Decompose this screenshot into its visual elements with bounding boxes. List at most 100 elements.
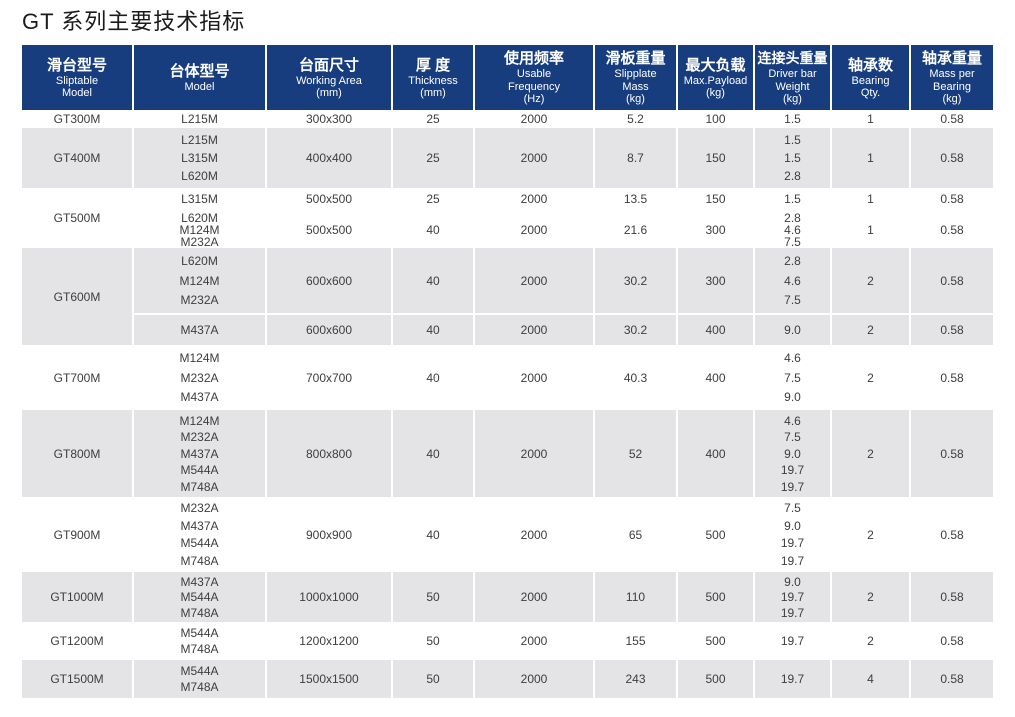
column-header-3: 厚 度 Thickness (mm) [391,45,473,110]
table-body: GT300M L215M 300x300 25 2000 5.2 100 1.5 1 0.58 GT… [22,110,993,698]
column-header-zh: 滑板重量 [605,50,666,68]
driver-bar-stack: 4.6 7.5 9.0 19.7 19.7 [755,410,830,497]
column-header-en: Mass [622,80,649,93]
cell-slipplate-mass: 5.2 [593,110,676,128]
cell-working-area: 300x300 [265,110,391,128]
column-header-zh: 厚 度 [415,56,451,74]
column-header-en: Max.Payload [683,74,748,87]
subrow: M544A M748A 1500x1500 50 2000 243 500 19.7 4 0.58 [132,660,993,698]
models-stack: L315M [134,188,265,210]
column-header-en: Bearing [851,74,890,87]
cell-models: L215M L315M L620M [132,128,265,188]
model-value: M437A [180,389,219,404]
column-header-zh: 台面尺寸 [298,56,359,74]
model-value: M437A [180,574,219,589]
column-header-en: Slipplate [614,68,657,81]
model-value: L315M [181,192,218,206]
models-stack: M544A M748A [134,660,265,698]
page-title: GT 系列主要技术指标 [22,9,246,34]
cell-mass-per-bearing: 0.58 [909,572,993,622]
cell-driver-bar-weight: 19.7 [753,622,830,660]
driver-bar-stack: 2.8 4.6 7.5 [755,212,830,248]
cell-driver-bar-weight: 2.8 4.6 7.5 [753,248,830,313]
models-stack: M437A [134,315,265,345]
driver-bar-value: 19.7 [780,605,805,620]
driver-bar-value: 19.7 [780,672,805,686]
gt-series-spec-table: 滑台型号 Sliptable Model 台体型号 Model 台面尺寸 Working A… [22,45,993,698]
table-row: GT900M M232A M437A M544A M748A 900x900 40 2000 6… [22,497,993,572]
subrows: M124M M232A M437A 700x700 40 2000 40.3 400 4.6 7.… [132,345,993,410]
cell-max-payload: 100 [676,110,753,128]
driver-bar-stack: 7.5 9.0 19.7 19.7 [755,497,830,572]
model-value: M124M [179,351,220,366]
cell-mass-per-bearing: 0.58 [909,128,993,188]
column-header-en: Thickness [408,74,458,87]
cell-slipplate-mass: 21.6 [593,212,676,248]
model-value: M544A [180,536,219,551]
driver-bar-value: 4.6 [784,351,801,366]
column-header-zh: 滑台型号 [46,56,107,74]
model-value: M437A [180,446,219,461]
cell-slipplate-mass: 8.7 [593,128,676,188]
cell-models: M124M M232A M437A M544A M748A [132,410,265,497]
driver-bar-value: 2.8 [784,169,801,183]
column-header-7: 连接头重量 Driver bar Weight (kg) [753,45,830,110]
driver-bar-value: 1.5 [784,151,801,165]
cell-sliptable-model: GT600M [22,248,132,345]
driver-bar-value: 7.5 [784,501,801,516]
cell-mass-per-bearing: 0.58 [909,110,993,128]
cell-slipplate-mass: 13.5 [593,188,676,210]
subrow: L620M M124M M232A 600x600 40 2000 30.2 300 2.8 4.… [132,248,993,313]
cell-mass-per-bearing: 0.58 [909,315,993,345]
cell-frequency: 2000 [473,622,593,660]
column-header-en: Bearing [933,80,971,93]
cell-mass-per-bearing: 0.58 [909,188,993,210]
cell-models: L315M [132,188,265,210]
model-value: M748A [180,479,219,494]
column-header-2: 台面尺寸 Working Area (mm) [265,45,391,110]
cell-max-payload: 500 [676,572,753,622]
column-header-zh: 使用频率 [503,50,564,68]
subrows: L215M 300x300 25 2000 5.2 100 1.5 1 0.58 [132,110,993,128]
driver-bar-value: 1.5 [784,133,801,147]
cell-max-payload: 500 [676,497,753,572]
model-value: M748A [180,642,219,657]
cell-thickness: 50 [391,622,473,660]
column-header-zh: 最大负载 [685,56,746,74]
driver-bar-value: 2.8 [784,254,801,269]
subrows: M544A M748A 1500x1500 50 2000 243 500 19.7 4 0.58 [132,660,993,698]
cell-driver-bar-weight: 2.8 4.6 7.5 [753,212,830,248]
subrows: L315M 500x500 25 2000 13.5 150 1.5 1 0.58 L620M M1… [132,188,993,248]
cell-driver-bar-weight: 1.5 [753,188,830,210]
cell-thickness: 40 [391,497,473,572]
subrows: L620M M124M M232A 600x600 40 2000 30.2 300 2.8 4.… [132,248,993,345]
cell-max-payload: 300 [676,212,753,248]
column-header-zh: 连接头重量 [757,50,828,67]
column-header-en: Weight [775,80,810,93]
cell-models: L620M M124M M232A [132,248,265,313]
column-header-6: 最大负载 Max.Payload (kg) [676,45,753,110]
driver-bar-stack: 1.5 1.5 2.8 [755,128,830,188]
cell-working-area: 800x800 [265,410,391,497]
cell-thickness: 40 [391,212,473,248]
subrows: M124M M232A M437A M544A M748A 800x800 40 2000 52… [132,410,993,497]
driver-bar-value: 19.7 [780,590,805,604]
cell-driver-bar-weight: 1.5 1.5 2.8 [753,128,830,188]
column-header-1: 台体型号 Model [132,45,265,110]
model-value: M232A [180,501,219,516]
cell-mass-per-bearing: 0.58 [909,410,993,497]
model-value: M232A [180,370,219,385]
cell-sliptable-model: GT300M [22,110,132,128]
cell-thickness: 50 [391,572,473,622]
cell-frequency: 2000 [473,128,593,188]
models-stack: L215M [134,110,265,128]
driver-bar-value: 9.0 [784,389,801,404]
column-header-9: 轴承重量 Mass per Bearing (kg) [909,45,993,110]
cell-thickness: 50 [391,660,473,698]
driver-bar-value: 4.6 [784,223,801,237]
cell-frequency: 2000 [473,110,593,128]
cell-thickness: 40 [391,410,473,497]
cell-max-payload: 400 [676,410,753,497]
cell-mass-per-bearing: 0.58 [909,248,993,313]
model-value: M437A [180,518,219,533]
